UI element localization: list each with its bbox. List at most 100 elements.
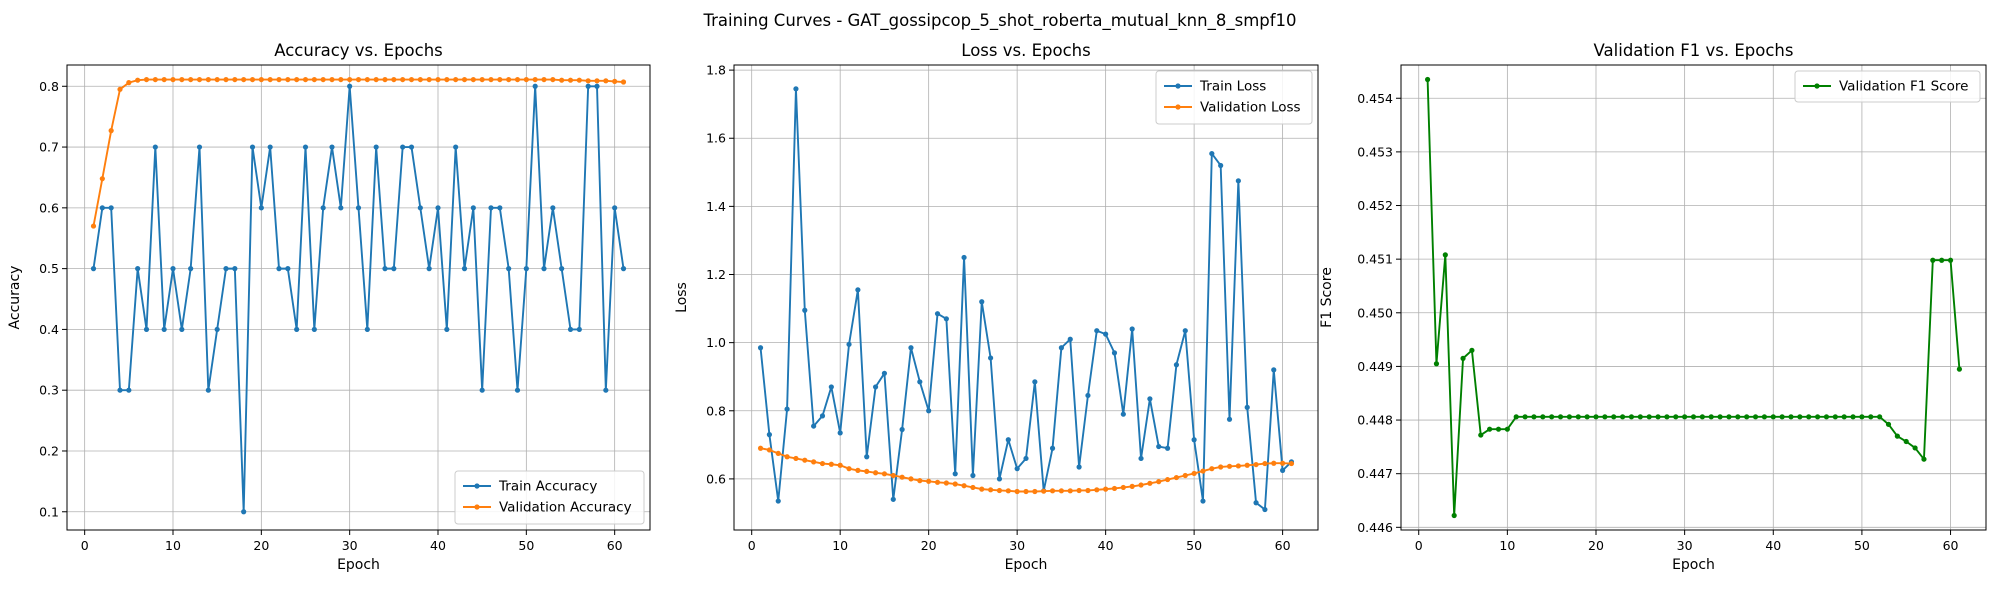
data-point [241,76,247,83]
data-point [338,205,344,211]
y-tick-label: 0.450 [1357,305,1393,320]
data-point [1850,414,1856,420]
data-point [523,266,529,272]
data-point [1469,347,1475,353]
data-point [258,76,264,83]
data-point [793,455,799,462]
data-point [444,326,450,333]
legend-box [1794,70,1981,103]
data-point [594,83,600,89]
data-point [532,76,538,83]
data-point [1182,328,1188,334]
data-point [391,76,397,83]
data-point [1433,361,1440,367]
data-point [1735,414,1741,420]
data-point [970,484,976,491]
data-point [1806,414,1812,420]
axes-frame [66,64,651,531]
data-point [461,266,468,272]
data-point [506,76,512,83]
data-point [979,299,985,305]
y-tick-label: 0.5 [39,261,59,276]
data-point [1138,482,1144,488]
data-point [391,266,397,272]
data-point [934,479,941,485]
data-point [996,476,1003,482]
data-point [355,76,362,83]
data-point [1460,355,1466,361]
data-point [550,205,556,211]
x-tick-label: 0 [81,538,89,553]
data-point [435,76,441,83]
data-point [943,316,949,322]
legend: Validation F1 Score [1794,70,1981,103]
data-point [382,76,388,83]
data-point [1761,414,1768,420]
data-point [1182,472,1188,479]
data-point [908,476,914,482]
data-point [453,144,459,150]
data-point [1478,432,1484,438]
data-point [766,432,772,438]
y-tick-label: 0.2 [39,443,59,458]
data-point [793,86,799,92]
data-point [470,76,476,83]
legend-label: Train Accuracy [498,479,597,495]
chart-panel-2: 0 10 20 30 40 50 60 0.6 0.8 1.0 1.2 1.4 1.6 1.8 Loss v… [674,41,1319,573]
x-tick-label: 50 [1186,538,1202,553]
data-point [355,205,362,211]
data-point [819,460,826,467]
data-point [576,77,582,83]
data-point [855,467,861,473]
data-point [1244,462,1250,468]
data-point [1014,488,1020,495]
data-point [1699,414,1705,420]
x-tick-label: 10 [832,538,848,553]
legend-label: Validation Loss [1200,100,1301,116]
data-point [108,205,114,211]
data-point [1111,350,1118,356]
data-point [1164,445,1171,451]
data-point [811,423,817,429]
data-point [117,86,123,92]
data-point [1111,485,1118,492]
data-point [1939,257,1945,263]
data-point [188,266,194,272]
x-tick-label: 30 [1677,538,1693,553]
y-tick-label: 1.2 [706,267,726,282]
data-point [276,266,282,272]
data-point [1156,479,1162,485]
data-point [285,76,291,83]
data-point [1173,362,1180,368]
data-point [1708,414,1714,420]
data-point [170,266,176,272]
data-point [364,76,370,83]
y-tick-label: 1.8 [706,63,726,78]
data-point [514,387,521,393]
data-point [1005,488,1011,494]
data-point [188,76,194,83]
data-point [1023,488,1029,495]
data-point [1103,486,1109,492]
data-point [1120,411,1126,417]
data-point [1673,414,1679,420]
y-tick-label: 0.4 [39,322,59,337]
data-point [1120,484,1126,491]
data-point [1067,488,1073,494]
data-point [214,326,220,333]
data-point [1076,464,1082,470]
data-point [1637,414,1643,420]
data-point [1921,456,1927,462]
data-point [559,266,565,272]
data-point [855,287,861,293]
data-point [979,486,985,492]
y-tick-label: 0.3 [39,383,59,398]
y-tick-label: 0.8 [706,403,726,418]
data-point [1584,414,1590,420]
data-point [1752,414,1759,420]
data-point [1005,437,1011,443]
data-point [108,128,114,134]
y-tick-label: 0.454 [1357,91,1393,106]
data-point [523,76,529,83]
data-point [1041,488,1047,494]
